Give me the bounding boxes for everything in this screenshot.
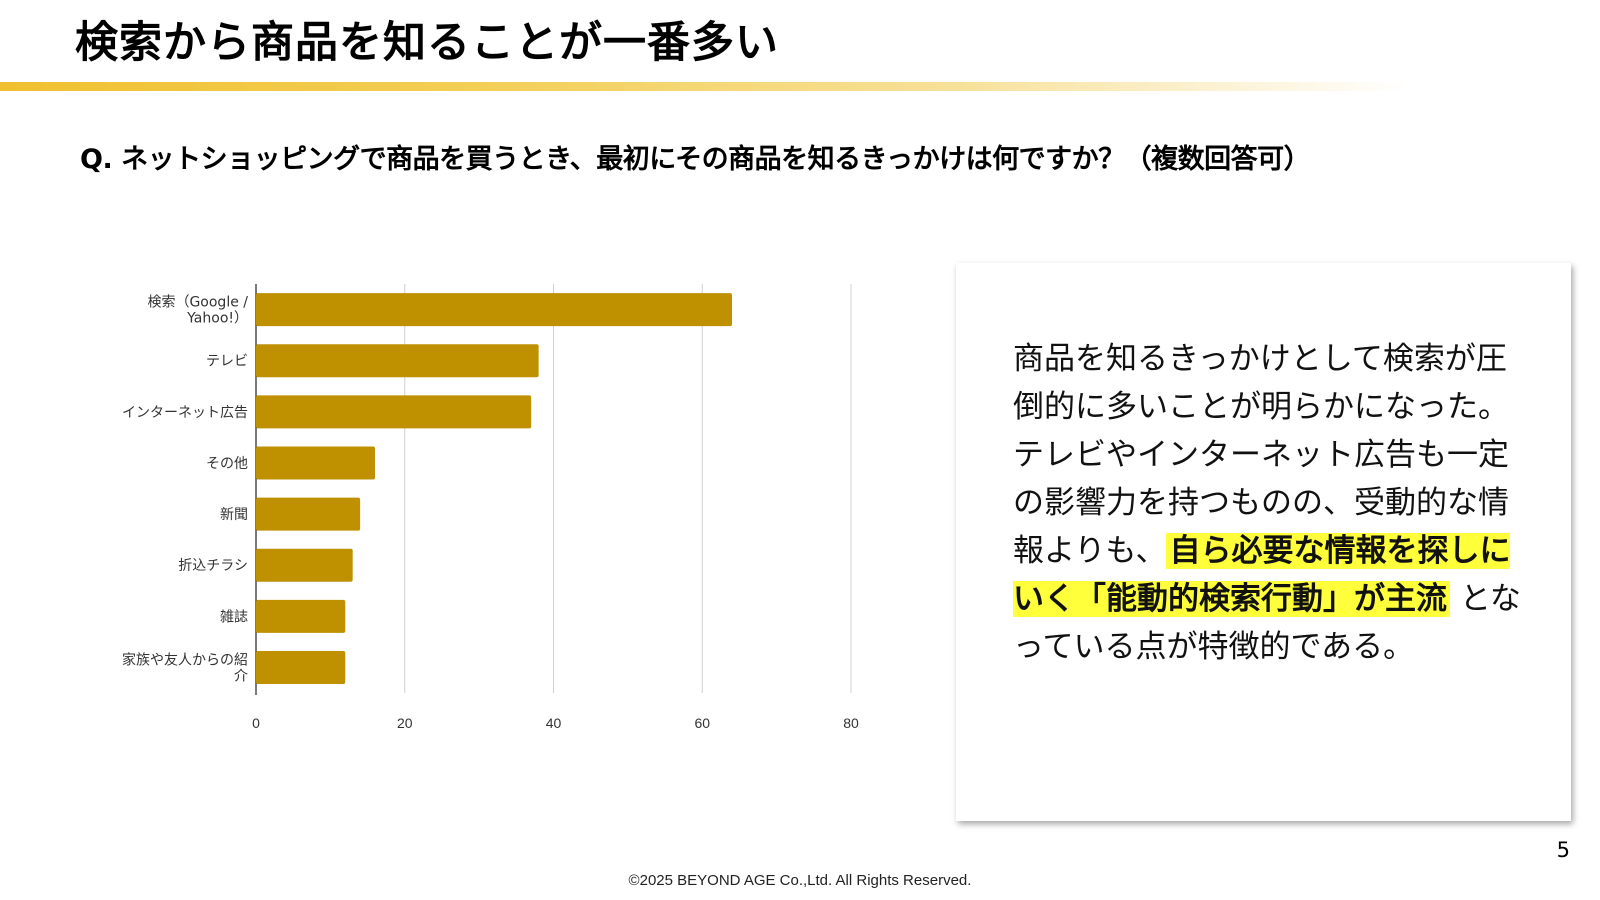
x-tick-label: 40 (546, 715, 562, 731)
category-label: 家族や友人からの紹 (122, 651, 248, 668)
category-label: テレビ (206, 354, 248, 370)
x-tick-label: 60 (694, 715, 710, 731)
x-tick-label: 20 (397, 715, 413, 731)
category-label: 新聞 (220, 507, 248, 523)
copyright-footer: ©2025 BEYOND AGE Co.,Ltd. All Rights Res… (628, 872, 972, 889)
bar-chart: 0 20 40 60 80 検索（Google / Yahoo!） テレビインターネット広告そ… (95, 278, 895, 753)
page-number: 5 (1556, 838, 1570, 862)
title-underline (0, 82, 1600, 91)
category-label: 雑誌 (220, 609, 248, 625)
category-label: 検索（Google / (147, 294, 248, 311)
x-tick-label: 80 (843, 715, 859, 731)
bar (256, 599, 346, 633)
category-label: 介 (234, 668, 248, 684)
bar (256, 548, 353, 582)
summary-text-conclusion: となっている点が特徴的である。 (1013, 581, 1521, 665)
bar (256, 446, 375, 480)
summary-text: 商品を知るきっかけとして検索が圧倒的に多いことが明らかになった。テレビやインター… (1013, 335, 1533, 671)
x-tick-label: 0 (252, 715, 260, 731)
bar (256, 344, 539, 378)
category-label: Yahoo!） (186, 311, 248, 327)
category-label: その他 (206, 456, 248, 472)
survey-question: Q. ネットショッピングで商品を買うとき、最初にその商品を知るきっかけは何ですか… (80, 144, 1311, 175)
bar (256, 650, 346, 684)
category-label: インターネット広告 (122, 405, 248, 421)
bar (256, 293, 732, 327)
bar-chart-svg: 0 20 40 60 80 検索（Google /Yahoo!） テレビインターネット広告そ… (122, 284, 859, 731)
bar (256, 395, 532, 429)
summary-text-intro: 商品を知るきっかけとして検索が圧倒的に多いことが明らかになった。テレビやインター… (1013, 341, 1509, 569)
category-label: 折込チラシ (178, 558, 248, 574)
bar (256, 497, 361, 531)
summary-callout: 商品を知るきっかけとして検索が圧倒的に多いことが明らかになった。テレビやインター… (956, 263, 1571, 821)
slide-title: 検索から商品を知ることが一番多い (75, 18, 779, 68)
